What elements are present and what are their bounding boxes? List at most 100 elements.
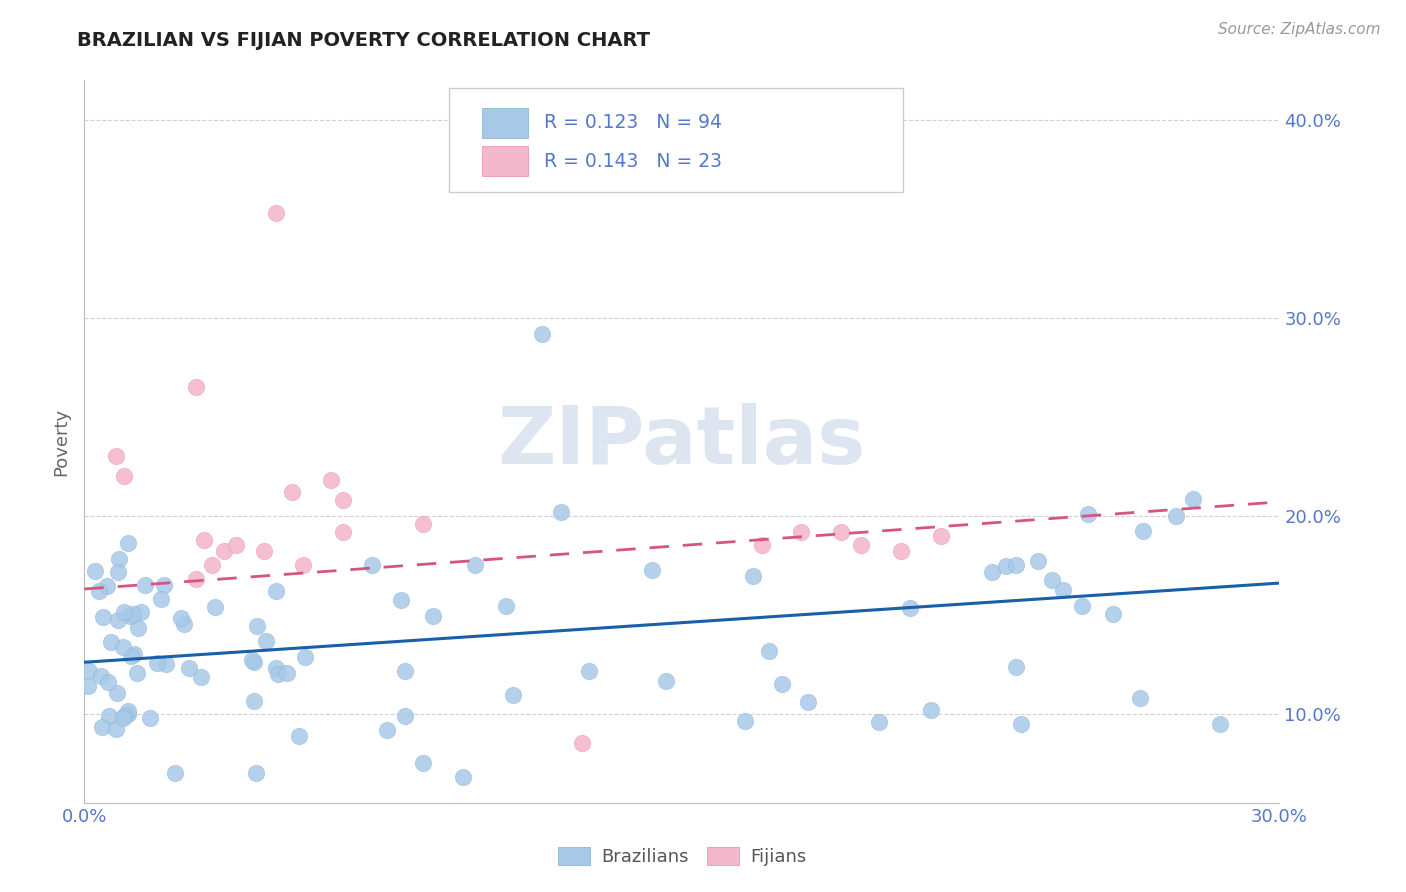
- Legend: Brazilians, Fijians: Brazilians, Fijians: [551, 839, 813, 873]
- Point: [112, 708, 135, 723]
- Point: [1129, 690, 1152, 705]
- Point: [117, 706, 139, 721]
- Point: [243, 694, 266, 708]
- Point: [184, 380, 207, 394]
- Point: [1077, 507, 1099, 521]
- Point: [412, 756, 434, 771]
- Point: [502, 688, 524, 702]
- Point: [294, 649, 316, 664]
- Text: ZIPatlas: ZIPatlas: [498, 402, 866, 481]
- Point: [1164, 508, 1187, 523]
- Y-axis label: Poverty: Poverty: [52, 408, 70, 475]
- Point: [193, 533, 215, 547]
- Point: [830, 524, 852, 539]
- Point: [90, 669, 112, 683]
- Point: [266, 667, 288, 681]
- Point: [920, 703, 942, 717]
- Point: [264, 584, 287, 599]
- Point: [150, 591, 173, 606]
- Point: [105, 686, 128, 700]
- Point: [422, 609, 444, 624]
- Point: [96, 674, 118, 689]
- Point: [117, 704, 139, 718]
- Point: [254, 633, 277, 648]
- Point: [240, 653, 263, 667]
- Point: [190, 670, 212, 684]
- Point: [105, 450, 128, 464]
- Point: [170, 611, 193, 625]
- Point: [851, 539, 873, 553]
- Point: [152, 578, 174, 592]
- Point: [266, 661, 288, 675]
- Point: [734, 714, 756, 728]
- Point: [127, 666, 149, 681]
- Point: [165, 765, 187, 780]
- Point: [394, 709, 416, 723]
- Point: [77, 679, 100, 693]
- Point: [1132, 524, 1154, 538]
- Point: [890, 544, 912, 558]
- Point: [280, 485, 302, 500]
- Point: [412, 516, 434, 531]
- Point: [578, 664, 600, 678]
- Point: [246, 619, 269, 633]
- Point: [90, 720, 112, 734]
- Point: [120, 648, 142, 663]
- Point: [980, 566, 1002, 580]
- Point: [375, 723, 398, 738]
- Point: [1026, 553, 1049, 567]
- Point: [184, 572, 207, 586]
- Point: [179, 661, 201, 675]
- Point: [127, 621, 149, 635]
- Point: [1181, 492, 1204, 507]
- Point: [145, 657, 167, 671]
- Point: [122, 647, 145, 661]
- Point: [1005, 660, 1028, 674]
- Point: [898, 601, 921, 615]
- Point: [758, 644, 780, 658]
- Point: [121, 607, 143, 621]
- Point: [742, 569, 765, 583]
- Point: [869, 714, 891, 729]
- Point: [212, 544, 235, 558]
- Point: [139, 711, 162, 725]
- Point: [394, 664, 416, 678]
- Point: [292, 558, 315, 573]
- FancyBboxPatch shape: [482, 108, 527, 138]
- Point: [107, 613, 129, 627]
- Point: [321, 473, 343, 487]
- Text: Source: ZipAtlas.com: Source: ZipAtlas.com: [1218, 22, 1381, 37]
- Point: [361, 558, 384, 572]
- Point: [1010, 716, 1032, 731]
- Point: [751, 539, 773, 553]
- Point: [111, 711, 134, 725]
- Point: [91, 610, 114, 624]
- Point: [641, 563, 664, 577]
- Point: [111, 640, 134, 655]
- Point: [1070, 599, 1092, 614]
- Point: [288, 729, 311, 743]
- Point: [97, 709, 120, 723]
- Point: [495, 599, 517, 614]
- Point: [87, 584, 110, 599]
- Point: [100, 634, 122, 648]
- Point: [112, 469, 135, 483]
- Point: [118, 608, 141, 623]
- Point: [655, 674, 678, 689]
- Point: [131, 605, 153, 619]
- Point: [389, 593, 412, 607]
- FancyBboxPatch shape: [449, 87, 903, 193]
- Point: [550, 505, 572, 519]
- Point: [201, 558, 224, 573]
- Point: [134, 577, 156, 591]
- Point: [1052, 582, 1074, 597]
- Point: [1102, 607, 1125, 622]
- Point: [1209, 716, 1232, 731]
- Point: [332, 492, 354, 507]
- Point: [332, 524, 354, 539]
- Point: [104, 722, 127, 736]
- Point: [451, 770, 474, 784]
- Text: R = 0.143   N = 23: R = 0.143 N = 23: [544, 152, 723, 170]
- Point: [264, 206, 287, 220]
- Point: [173, 617, 195, 632]
